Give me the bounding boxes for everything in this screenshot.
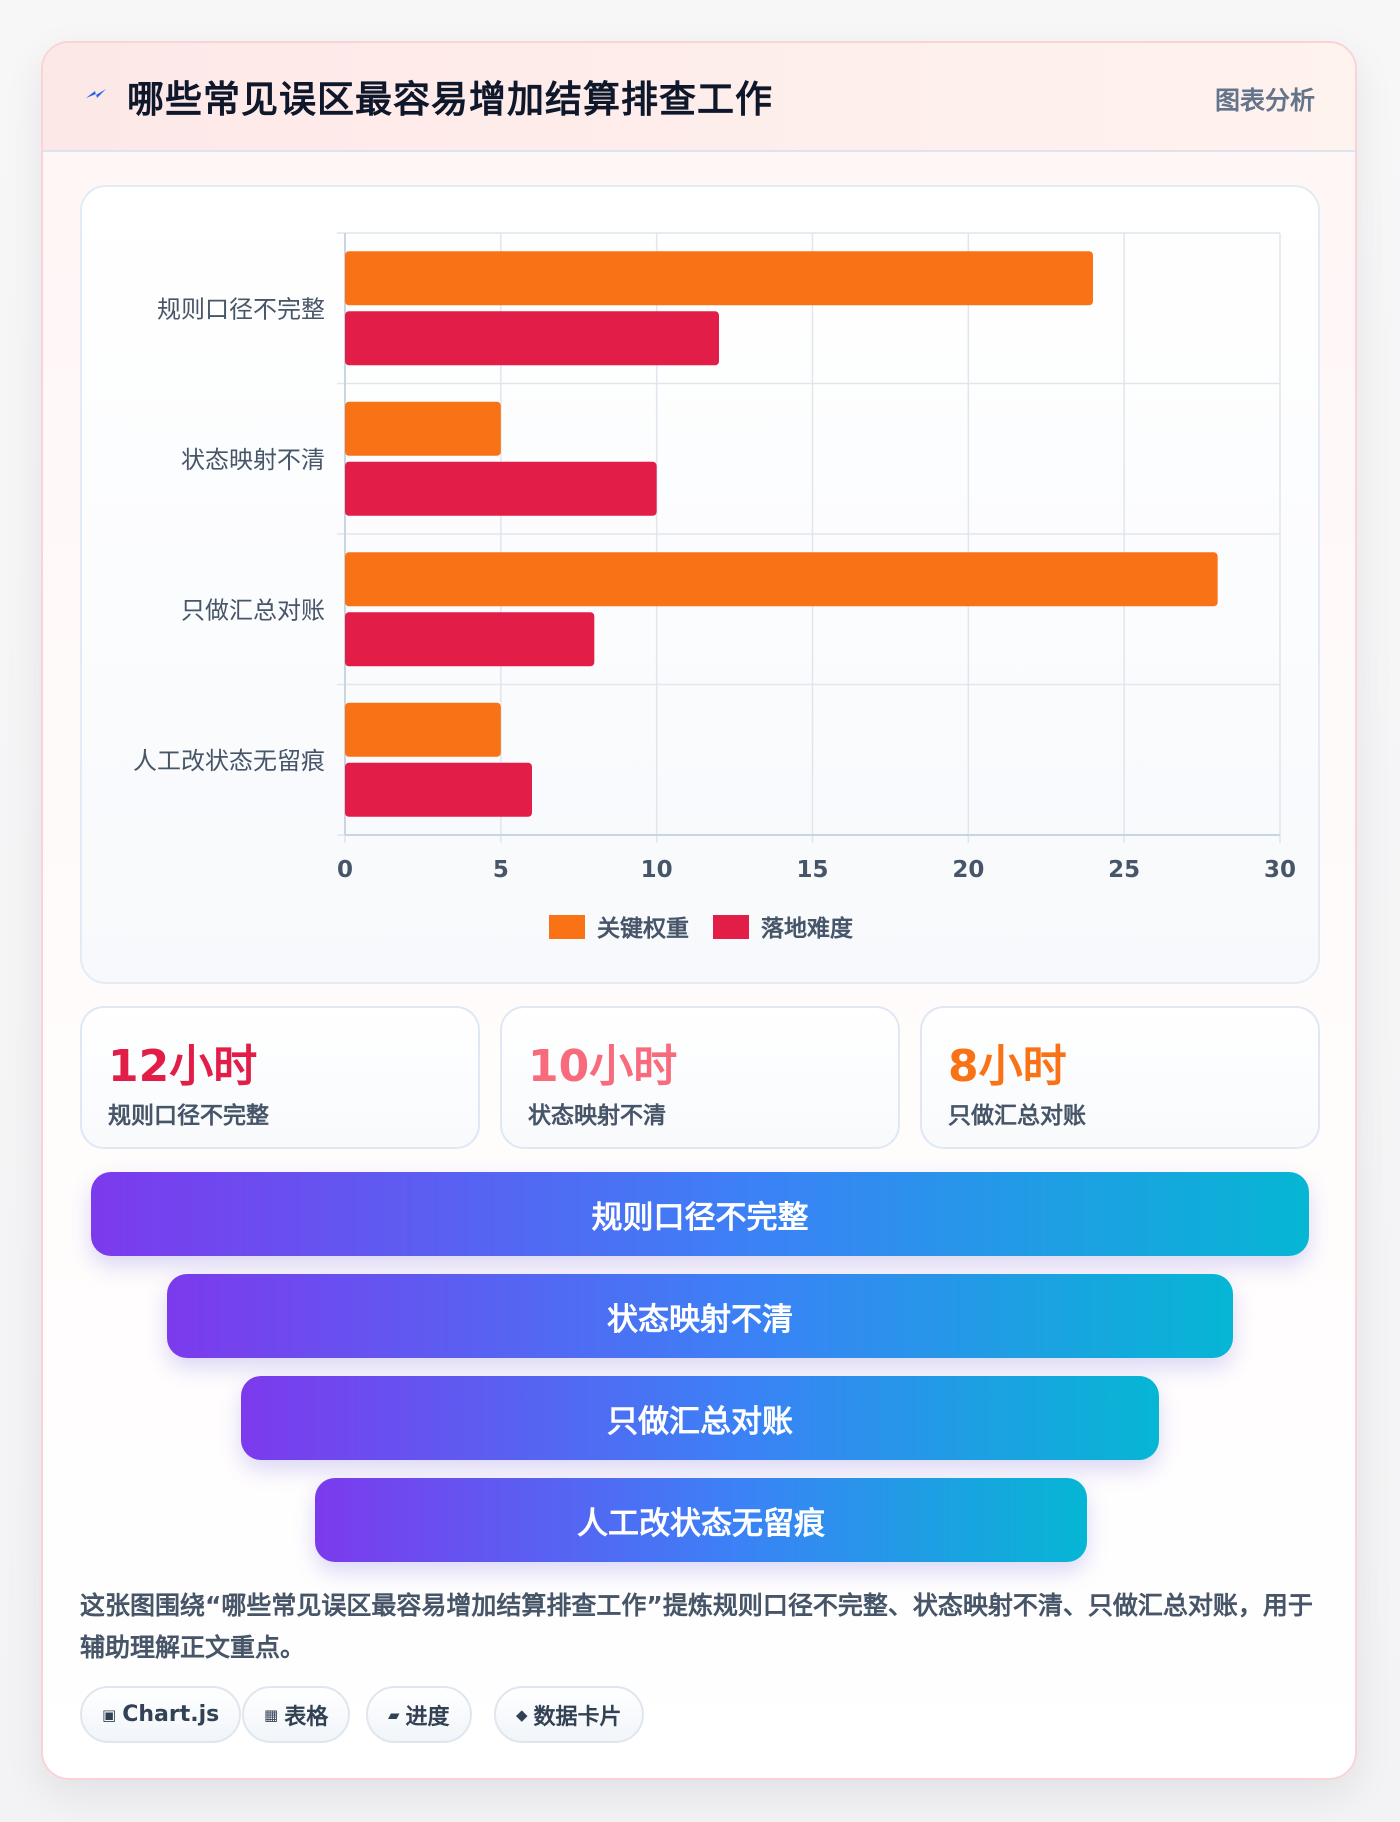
figure-description: 这张图围绕“哪些常见误区最容易增加结算排查工作”提炼规则口径不完整、状态映射不清…: [80, 1591, 1313, 1662]
card-header: 哪些常见误区最容易增加结算排查工作 图表分析: [43, 43, 1355, 152]
bar-difficulty: [345, 461, 657, 516]
bar-weight: [345, 552, 1218, 607]
diamond-icon: ◆: [516, 1705, 528, 1724]
chip-data-card[interactable]: ◆ 数据卡片: [494, 1686, 644, 1743]
funnel-step: 人工改状态无留痕: [315, 1478, 1087, 1562]
bar-weight: [345, 702, 501, 757]
legend-label: 关键权重: [597, 915, 689, 942]
chip-label: 进度: [405, 1704, 450, 1730]
progress-icon: ▰: [388, 1705, 400, 1724]
x-tick-label: 30: [1264, 857, 1296, 883]
x-tick-label: 20: [952, 857, 984, 883]
chart-panel: 规则口径不完整状态映射不清 只做汇总对账人工改状态无留痕 0 5 10 15 20 25 30 关…: [80, 185, 1320, 984]
x-tick-label: 25: [1108, 857, 1140, 883]
stat-label: 规则口径不完整: [108, 1103, 269, 1129]
x-tick-label: 10: [641, 857, 673, 883]
y-tick-label: 规则口径不完整: [157, 295, 325, 323]
y-tick-label: 只做汇总对账: [181, 596, 325, 624]
chart-analysis-tag: 图表分析: [1214, 86, 1315, 115]
legend-label: 落地难度: [761, 915, 854, 942]
stat-value: 10小时: [528, 1041, 678, 1092]
stat-value: 12小时: [108, 1041, 258, 1092]
chart-icon: ▣: [102, 1705, 117, 1724]
y-tick-label: 状态映射不清: [181, 446, 325, 474]
stat-card: 10小时 状态映射不清: [500, 1006, 900, 1149]
stat-card: 12小时 规则口径不完整: [80, 1006, 480, 1149]
chip-label: Chart.js: [122, 1702, 220, 1727]
chip-table[interactable]: ▦ 表格: [242, 1686, 351, 1743]
legend-swatch: [713, 915, 749, 939]
stat-label: 状态映射不清: [528, 1103, 666, 1129]
bar-difficulty: [345, 311, 719, 366]
bar-weight: [345, 401, 501, 456]
bar-weight: [345, 251, 1093, 306]
x-tick-label: 15: [796, 857, 828, 883]
chip-progress[interactable]: ▰ 进度: [366, 1686, 472, 1743]
funnel-step: 只做汇总对账: [241, 1376, 1159, 1460]
legend-swatch: [549, 915, 585, 939]
table-icon: ▦: [264, 1705, 279, 1724]
chip-label: 表格: [284, 1704, 329, 1730]
chip-label: 数据卡片: [533, 1704, 622, 1730]
lightning-icon: [86, 89, 106, 98]
chip-chartjs[interactable]: ▣ Chart.js: [80, 1686, 242, 1743]
stat-label: 只做汇总对账: [948, 1103, 1086, 1129]
bar-difficulty: [345, 762, 532, 817]
x-tick-label: 5: [493, 857, 509, 883]
stat-value: 8小时: [948, 1041, 1067, 1092]
funnel-step: 状态映射不清: [167, 1274, 1233, 1358]
bar-difficulty: [345, 612, 595, 667]
page-title: 哪些常见误区最容易增加结算排查工作: [127, 78, 773, 121]
stat-card: 8小时 只做汇总对账: [920, 1006, 1320, 1149]
funnel-step: 规则口径不完整: [91, 1172, 1309, 1256]
y-tick-label: 人工改状态无留痕: [133, 747, 325, 775]
figure-card: 哪些常见误区最容易增加结算排查工作 图表分析 规则口径不完整 状态映射不清 只做汇总…: [41, 41, 1357, 1780]
x-tick-label: 0: [337, 857, 353, 883]
